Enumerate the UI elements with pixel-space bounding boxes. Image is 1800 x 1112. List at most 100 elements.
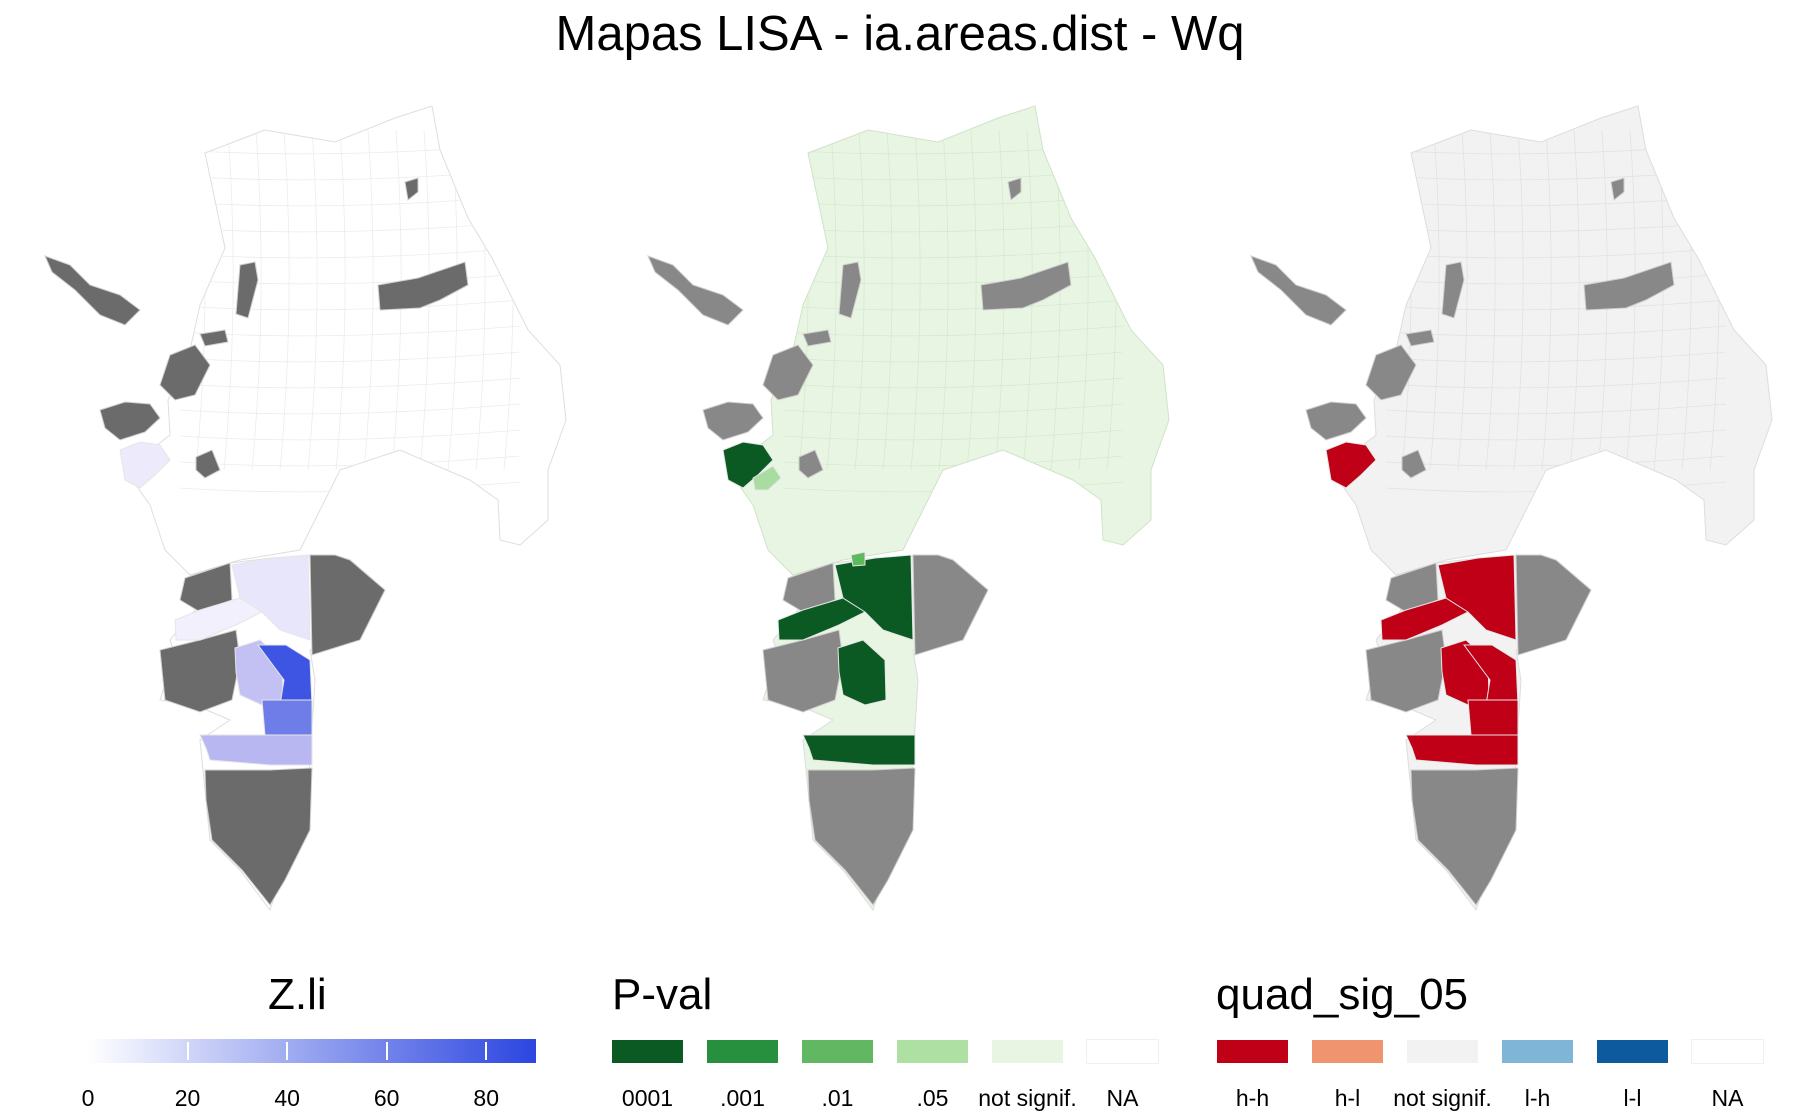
tract-line bbox=[782, 351, 1124, 363]
tract-line bbox=[854, 129, 865, 471]
legend-label: not signif. bbox=[1393, 1085, 1492, 1111]
chart-title: Mapas LISA - ia.areas.dist - Wq bbox=[555, 7, 1245, 61]
legend-label: h-l bbox=[1334, 1085, 1361, 1111]
region-south-band bbox=[199, 734, 313, 766]
tract-line bbox=[966, 129, 977, 471]
legend-label: 0001 bbox=[621, 1085, 674, 1111]
tract-line bbox=[1385, 403, 1727, 415]
tract-line bbox=[179, 377, 521, 389]
legend-swatch bbox=[1217, 1040, 1288, 1063]
legend-label: not signif. bbox=[978, 1085, 1077, 1111]
zli-tick-mark bbox=[87, 1042, 89, 1060]
region-south-mid bbox=[261, 699, 313, 736]
region-south-band bbox=[1405, 734, 1519, 766]
tract-line bbox=[179, 273, 521, 285]
tract-line bbox=[179, 403, 521, 415]
legend-swatch bbox=[612, 1040, 683, 1063]
legend-label: l-l bbox=[1623, 1085, 1642, 1111]
tract-line bbox=[1385, 299, 1727, 311]
tract-line bbox=[826, 129, 837, 471]
tract-line bbox=[1457, 129, 1468, 471]
legend-swatch bbox=[1086, 1039, 1159, 1064]
region-small-green bbox=[850, 551, 866, 567]
legend-swatch bbox=[707, 1040, 778, 1063]
tract-line bbox=[782, 273, 1124, 285]
zli-tick-label: 80 bbox=[473, 1085, 500, 1111]
legend-label: .05 bbox=[916, 1085, 949, 1111]
tract-line bbox=[179, 429, 521, 441]
legend-label: l-h bbox=[1524, 1085, 1551, 1111]
tract-line bbox=[910, 129, 921, 471]
tract-line bbox=[1385, 429, 1727, 441]
zli-tick-mark bbox=[286, 1042, 289, 1060]
zli-colorbar bbox=[88, 1039, 536, 1063]
missing-w-arm bbox=[702, 401, 764, 441]
tract-line bbox=[335, 129, 346, 471]
tract-line bbox=[1485, 129, 1496, 471]
tract-line bbox=[782, 299, 1124, 311]
missing-w-arm bbox=[99, 401, 161, 441]
legend-swatch bbox=[1407, 1040, 1478, 1063]
legend-label: .01 bbox=[821, 1085, 854, 1111]
missing-south-grey-e bbox=[1515, 554, 1592, 656]
tract-line bbox=[1385, 455, 1727, 467]
tract-line bbox=[223, 129, 234, 471]
zli-map bbox=[44, 105, 567, 911]
legend-label: .001 bbox=[720, 1085, 765, 1111]
zli-legend-title: Z.li bbox=[268, 970, 327, 1019]
tract-line bbox=[938, 129, 949, 471]
tract-line bbox=[179, 351, 521, 363]
legend-swatch bbox=[1691, 1039, 1764, 1064]
zli-tick-mark bbox=[186, 1042, 189, 1060]
legend-swatch bbox=[1597, 1040, 1668, 1063]
zli-tick-mark bbox=[385, 1042, 388, 1060]
region-base-north bbox=[1330, 105, 1773, 576]
quad-legend-title: quad_sig_05 bbox=[1216, 970, 1469, 1019]
legend-swatch bbox=[802, 1040, 873, 1063]
region-south-band bbox=[802, 734, 916, 766]
tract-line bbox=[1513, 129, 1524, 471]
missing-south-grey-e bbox=[309, 554, 386, 656]
tract-borders bbox=[1385, 129, 1727, 493]
legend-swatch bbox=[897, 1040, 968, 1063]
tract-line bbox=[1385, 351, 1727, 363]
region-base-north bbox=[727, 105, 1170, 576]
region-south-mid bbox=[1467, 699, 1519, 736]
tract-line bbox=[1385, 377, 1727, 389]
region-base-north bbox=[124, 105, 567, 576]
zli-tick-mark bbox=[485, 1042, 488, 1060]
tract-line bbox=[782, 429, 1124, 441]
legend-swatch bbox=[1312, 1040, 1383, 1063]
tract-line bbox=[363, 129, 374, 471]
legend-swatch bbox=[1502, 1040, 1573, 1063]
tract-line bbox=[882, 129, 893, 471]
tract-line bbox=[1541, 129, 1552, 471]
missing-w-arm bbox=[1305, 401, 1367, 441]
tract-line bbox=[251, 129, 262, 471]
zli-tick-label: 0 bbox=[81, 1085, 95, 1111]
tract-line bbox=[782, 455, 1124, 467]
tract-line bbox=[179, 299, 521, 311]
tract-line bbox=[1569, 129, 1580, 471]
legend-label: NA bbox=[1106, 1085, 1139, 1111]
missing-south-grey-e bbox=[912, 554, 989, 656]
missing-south-grey-s bbox=[1410, 767, 1519, 906]
tract-line bbox=[279, 129, 290, 471]
missing-nw-arm bbox=[44, 255, 141, 326]
legend-swatch bbox=[992, 1040, 1063, 1063]
tract-line bbox=[1429, 129, 1440, 471]
quad-map bbox=[1250, 105, 1773, 911]
pval-map bbox=[647, 105, 1170, 911]
tract-line bbox=[782, 377, 1124, 389]
tract-line bbox=[307, 129, 318, 471]
tract-line bbox=[179, 455, 521, 467]
missing-nw-arm bbox=[647, 255, 744, 326]
tract-line bbox=[782, 403, 1124, 415]
legend-label: h-h bbox=[1235, 1085, 1270, 1111]
pval-legend-title: P-val bbox=[612, 970, 713, 1019]
legend-label: NA bbox=[1711, 1085, 1744, 1111]
tract-line bbox=[1385, 273, 1727, 285]
missing-nw-arm bbox=[1250, 255, 1347, 326]
zli-tick-label: 40 bbox=[274, 1085, 300, 1111]
